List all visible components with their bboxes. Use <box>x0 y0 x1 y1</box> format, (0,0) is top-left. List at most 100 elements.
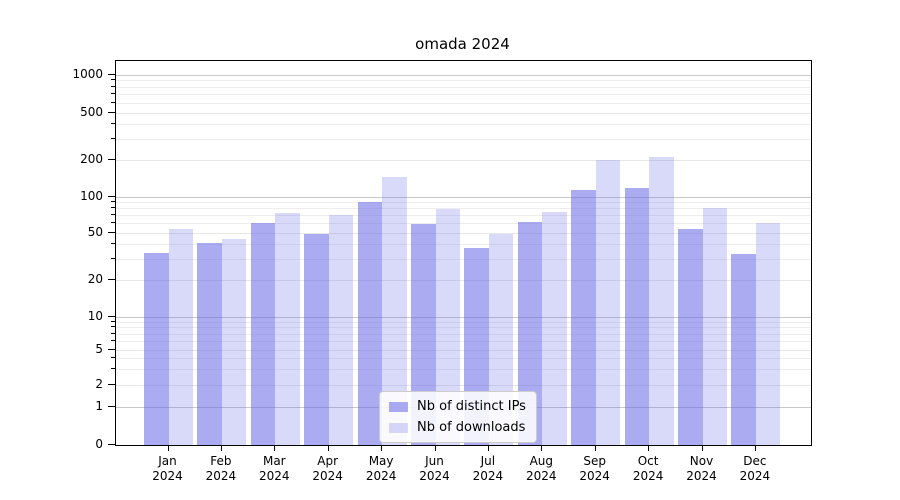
y-tick-label: 5 <box>95 341 103 356</box>
bar-downloads <box>649 156 674 445</box>
bar-distinct-ips <box>571 189 596 445</box>
y-minor-tick-mark <box>111 101 115 103</box>
gridline-minor <box>116 244 811 246</box>
y-minor-tick-mark <box>111 368 115 369</box>
gridline-minor <box>116 321 811 323</box>
gridline-10 <box>116 317 811 318</box>
bar-downloads <box>168 228 193 445</box>
y-minor-tick-mark <box>111 357 115 359</box>
y-tick-mark <box>108 158 115 160</box>
gridline-minor <box>116 223 811 225</box>
x-tick-label: Feb 2024 <box>205 454 237 483</box>
x-tick-mark <box>274 445 276 451</box>
gridline-200 <box>116 159 811 161</box>
x-tick-mark <box>594 445 596 451</box>
bar-downloads <box>595 159 621 445</box>
gridline-minor <box>116 358 811 360</box>
bar-distinct-ips <box>678 228 703 445</box>
x-tick-label: Jul 2024 <box>472 454 504 483</box>
y-minor-tick-mark <box>111 137 115 139</box>
y-minor-tick-mark <box>111 332 115 334</box>
x-tick-label: Aug 2024 <box>526 454 557 483</box>
legend-item-downloads: Nb of downloads <box>389 420 526 435</box>
bar-distinct-ips <box>197 243 222 445</box>
y-minor-tick-mark <box>111 207 115 209</box>
y-tick-label: 1000 <box>72 66 103 81</box>
y-tick-label: 20 <box>87 271 103 286</box>
x-tick-label: Nov 2024 <box>686 454 717 483</box>
x-tick-mark <box>541 445 543 451</box>
gridline-minor <box>116 333 811 335</box>
y-tick-mark <box>108 278 115 280</box>
gridline-minor <box>116 215 811 217</box>
y-minor-tick-mark <box>111 122 115 124</box>
x-tick-label: Dec 2024 <box>739 454 771 483</box>
x-tick-label: Sep 2024 <box>579 454 610 483</box>
bar-distinct-ips <box>624 187 650 445</box>
y-minor-tick-mark <box>111 339 115 341</box>
legend-swatch-distinct-ips <box>389 401 408 412</box>
gridline-500 <box>116 112 811 114</box>
y-tick-mark <box>108 444 115 445</box>
x-tick-mark <box>434 445 436 451</box>
gridline-minor <box>116 86 811 88</box>
x-tick-label: Oct 2024 <box>632 454 664 483</box>
legend-item-distinct-ips: Nb of distinct IPs <box>389 399 526 414</box>
gridline-minor <box>116 138 811 140</box>
bar-distinct-ips <box>357 202 383 445</box>
plot-area: Nb of distinct IPs Nb of downloads <box>115 60 812 446</box>
y-tick-label: 500 <box>80 104 103 119</box>
y-minor-tick-mark <box>111 243 115 245</box>
y-tick-mark <box>108 232 115 233</box>
gridline-minor <box>116 94 811 96</box>
bar-distinct-ips <box>144 252 169 445</box>
gridline-20 <box>116 279 811 281</box>
y-tick-mark <box>108 383 115 385</box>
bar-downloads <box>755 223 781 445</box>
legend-label-downloads: Nb of downloads <box>417 420 526 435</box>
y-tick-label: 100 <box>80 188 103 203</box>
gridline-2 <box>116 384 811 386</box>
y-tick-mark <box>108 406 115 407</box>
x-tick-mark <box>167 445 169 451</box>
gridline-minor <box>116 208 811 210</box>
gridline-1000 <box>116 74 811 76</box>
y-tick-mark <box>108 195 115 197</box>
gridline-minor <box>116 80 811 82</box>
legend: Nb of distinct IPs Nb of downloads <box>379 391 537 443</box>
y-tick-label: 0 <box>95 437 103 451</box>
y-minor-tick-mark <box>111 93 115 95</box>
x-tick-label: Jun 2024 <box>419 454 450 483</box>
y-minor-tick-mark <box>111 214 115 216</box>
y-tick-mark <box>108 73 115 75</box>
bar-distinct-ips <box>731 254 756 445</box>
y-tick-mark <box>108 316 115 317</box>
y-tick-label: 1 <box>95 399 103 413</box>
x-tick-mark <box>327 445 329 451</box>
legend-swatch-downloads <box>389 422 408 433</box>
bar-downloads <box>275 213 300 445</box>
x-tick-mark <box>381 445 383 451</box>
y-tick-label: 200 <box>80 151 103 166</box>
y-minor-tick-mark <box>111 222 115 224</box>
x-tick-mark <box>487 445 489 451</box>
bar-distinct-ips <box>250 223 276 445</box>
y-minor-tick-mark <box>111 326 115 328</box>
x-tick-mark <box>701 445 703 451</box>
y-tick-mark <box>108 111 115 113</box>
legend-label-distinct-ips: Nb of distinct IPs <box>417 399 526 414</box>
gridline-100 <box>116 196 811 198</box>
chart-title: omada 2024 <box>415 35 510 53</box>
gridline-50 <box>116 233 811 234</box>
x-tick-label: Mar 2024 <box>259 454 290 483</box>
y-minor-tick-mark <box>111 320 115 322</box>
y-minor-tick-mark <box>111 85 115 87</box>
bar-downloads <box>542 211 567 445</box>
x-tick-mark <box>754 445 756 451</box>
y-minor-tick-mark <box>111 79 115 81</box>
y-tick-mark <box>108 348 115 350</box>
bar-downloads <box>221 239 247 445</box>
y-tick-label: 50 <box>87 225 103 239</box>
gridline-minor <box>116 202 811 204</box>
gridline-minor <box>116 102 811 104</box>
